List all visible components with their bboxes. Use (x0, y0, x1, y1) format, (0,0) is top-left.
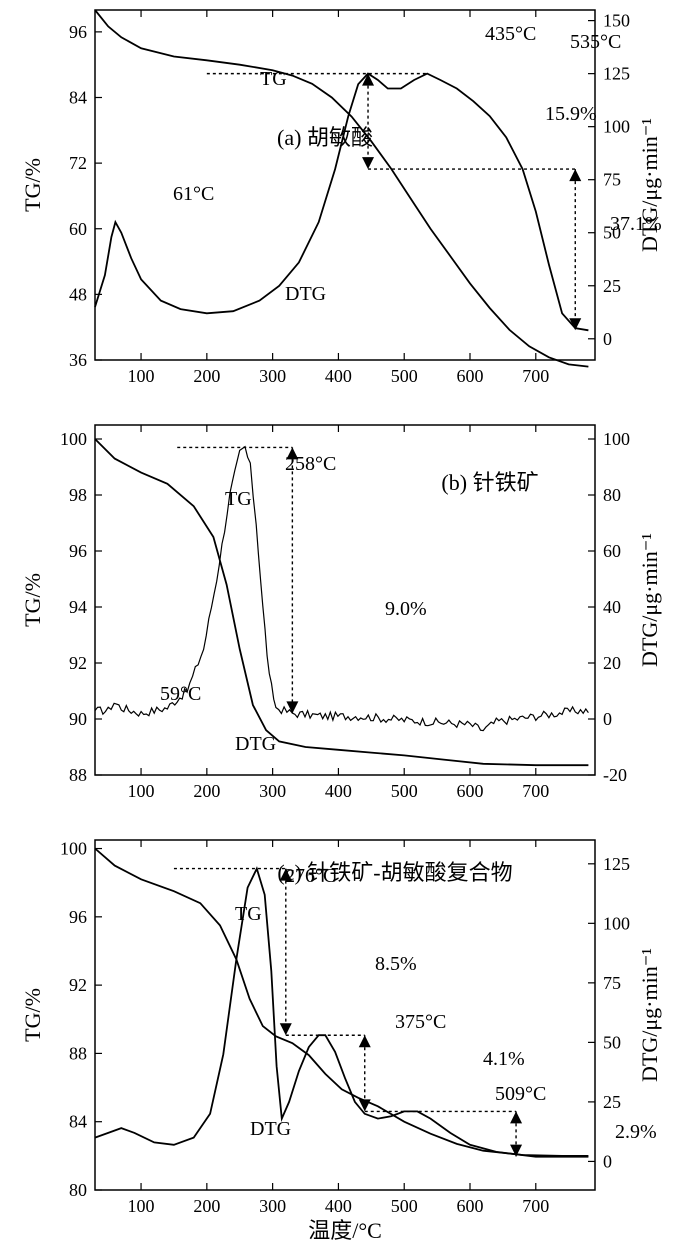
svg-text:60: 60 (69, 219, 87, 239)
panel-c: 100 200 300 400 500 600 700 80 84 88 92 96 100 0 25 50 7… (20, 839, 662, 1243)
svg-text:92: 92 (69, 975, 87, 995)
svg-text:75: 75 (603, 973, 621, 993)
dtg-curve (95, 74, 588, 331)
svg-text:60: 60 (603, 541, 621, 561)
svg-text:700: 700 (522, 1196, 549, 1216)
annotation: 9.0% (385, 598, 427, 620)
annotation: DTG (250, 1118, 291, 1140)
panel-title: (b) 针铁矿 (441, 470, 538, 495)
svg-text:100: 100 (603, 117, 630, 137)
svg-text:88: 88 (69, 765, 87, 785)
annotation: TG (235, 903, 262, 925)
x-axis-label: 温度/°C (308, 1218, 382, 1243)
svg-text:300: 300 (259, 1196, 286, 1216)
svg-text:50: 50 (603, 1032, 621, 1052)
svg-text:40: 40 (603, 597, 621, 617)
figure-svg: 1002003004005006007003648607284960255075… (0, 0, 700, 1260)
svg-text:94: 94 (69, 597, 87, 617)
annotation: TG (225, 488, 252, 510)
annotation: 15.9% (545, 103, 597, 125)
svg-text:100: 100 (60, 839, 87, 859)
y-left-label: TG/% (20, 158, 45, 212)
svg-text:84: 84 (69, 1112, 87, 1132)
svg-text:600: 600 (457, 1196, 484, 1216)
svg-text:200: 200 (193, 781, 220, 801)
svg-text:0: 0 (603, 709, 612, 729)
svg-text:700: 700 (522, 781, 549, 801)
svg-text:100: 100 (128, 781, 155, 801)
svg-text:90: 90 (69, 709, 87, 729)
svg-text:36: 36 (69, 350, 87, 370)
svg-text:600: 600 (457, 781, 484, 801)
annotation: DTG (235, 733, 276, 755)
dtg-curve (95, 869, 588, 1157)
svg-text:500: 500 (391, 366, 418, 386)
svg-text:48: 48 (69, 284, 87, 304)
annotation: 59°C (160, 683, 201, 705)
tg-curve (95, 10, 588, 367)
svg-text:400: 400 (325, 1196, 352, 1216)
svg-text:500: 500 (391, 781, 418, 801)
svg-text:125: 125 (603, 64, 630, 84)
annotation: DTG (285, 283, 326, 305)
svg-text:300: 300 (259, 366, 286, 386)
svg-text:98: 98 (69, 485, 87, 505)
svg-text:400: 400 (325, 366, 352, 386)
svg-text:92: 92 (69, 653, 87, 673)
svg-text:96: 96 (69, 22, 87, 42)
svg-text:88: 88 (69, 1043, 87, 1063)
annotation: 61°C (173, 183, 214, 205)
annotation: 8.5% (375, 953, 417, 975)
svg-text:0: 0 (603, 329, 612, 349)
svg-text:80: 80 (69, 1180, 87, 1200)
svg-text:100: 100 (128, 366, 155, 386)
y-left-label: TG/% (20, 988, 45, 1042)
svg-text:125: 125 (603, 854, 630, 874)
svg-text:100: 100 (603, 429, 630, 449)
tg-dtg-figure: 1002003004005006007003648607284960255075… (0, 0, 700, 1260)
svg-text:84: 84 (69, 88, 87, 108)
svg-text:500: 500 (391, 1196, 418, 1216)
annotation: 375°C (395, 1011, 446, 1033)
tg-curve (95, 849, 588, 1156)
annotation: 509°C (495, 1083, 546, 1105)
annotation: 258°C (285, 453, 336, 475)
svg-text:200: 200 (193, 366, 220, 386)
svg-text:75: 75 (603, 170, 621, 190)
annotation: 276°C (285, 865, 336, 887)
annotation: 535°C (570, 31, 621, 53)
svg-text:200: 200 (193, 1196, 220, 1216)
svg-text:600: 600 (457, 366, 484, 386)
annotation: 2.9% (615, 1121, 657, 1143)
svg-text:80: 80 (603, 485, 621, 505)
svg-text:100: 100 (603, 913, 630, 933)
svg-text:-20: -20 (603, 765, 627, 785)
annotation: 37.1% (610, 213, 662, 235)
svg-text:20: 20 (603, 653, 621, 673)
panel-b: 100 200 300 400 500 600 700 88 90 92 94 96 98 100 -20 0… (20, 425, 662, 801)
annotation: TG (260, 68, 287, 90)
svg-text:72: 72 (69, 153, 87, 173)
svg-text:100: 100 (128, 1196, 155, 1216)
svg-text:25: 25 (603, 1092, 621, 1112)
y-right-label: DTG/μg·min⁻¹ (637, 533, 662, 667)
svg-text:100: 100 (60, 429, 87, 449)
svg-text:0: 0 (603, 1151, 612, 1171)
svg-text:25: 25 (603, 276, 621, 296)
svg-text:300: 300 (259, 781, 286, 801)
annotation: 435°C (485, 23, 536, 45)
y-left-label: TG/% (20, 573, 45, 627)
y-right-label: DTG/μg·min⁻¹ (637, 948, 662, 1082)
panel-a: 1002003004005006007003648607284960255075… (20, 10, 662, 386)
svg-text:96: 96 (69, 907, 87, 927)
svg-text:150: 150 (603, 11, 630, 31)
annotation: 4.1% (483, 1048, 525, 1070)
panel-title: (a) 胡敏酸 (277, 125, 373, 150)
svg-text:700: 700 (522, 366, 549, 386)
svg-text:96: 96 (69, 541, 87, 561)
svg-text:400: 400 (325, 781, 352, 801)
